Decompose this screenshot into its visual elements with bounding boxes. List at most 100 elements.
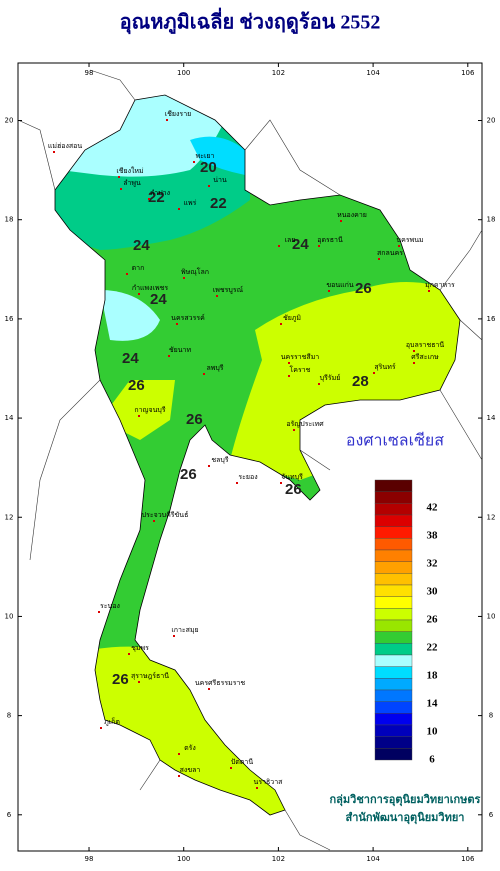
place-label: กาญจนบุรี <box>134 406 165 414</box>
place-marker <box>208 688 210 690</box>
legend-swatch <box>374 596 413 609</box>
legend-swatch <box>374 584 413 597</box>
place-marker <box>288 362 290 364</box>
place-label: น่าน <box>213 176 227 184</box>
legend-label: 22 <box>427 642 439 654</box>
country-outline <box>54 94 461 816</box>
place-marker <box>100 727 102 729</box>
contour-label: 26 <box>355 280 372 297</box>
legend-swatch <box>374 713 413 726</box>
legend-swatch <box>374 678 413 691</box>
place-label: กำแพงเพชร <box>132 284 168 292</box>
legend-swatch <box>374 514 413 527</box>
place-label: เกาะสมุย <box>171 626 198 634</box>
place-label: อุดรธานี <box>317 236 343 244</box>
place-label: พิษณุโลก <box>181 267 209 276</box>
place-label: หนองคาย <box>337 211 367 219</box>
legend-label: 18 <box>427 670 439 682</box>
place-label: ลำพูน <box>123 179 141 187</box>
lat-tick-label: 8 <box>7 712 11 720</box>
place-label: นครราชสีมา <box>281 353 320 361</box>
place-label: อรัญประเทศ <box>286 420 324 428</box>
legend-swatch <box>374 689 413 702</box>
lon-tick-label: 100 <box>177 69 190 77</box>
place-marker <box>373 372 375 374</box>
place-marker <box>280 323 282 325</box>
place-marker <box>193 161 195 163</box>
legend-swatch <box>374 643 413 656</box>
place-label: นครสวรรค์ <box>171 314 205 322</box>
legend-swatch <box>374 701 413 714</box>
lon-tick-label: 100 <box>177 855 190 863</box>
lat-tick-label: 14 <box>487 414 496 422</box>
place-label: สงขลา <box>180 766 201 774</box>
place-label: ตรัง <box>184 744 196 752</box>
legend-swatch <box>374 526 413 539</box>
place-marker <box>208 185 210 187</box>
legend-swatch <box>374 748 413 761</box>
contour-label: 24 <box>292 236 309 253</box>
legend-swatch <box>374 654 413 667</box>
place-marker <box>128 653 130 655</box>
legend-label: 14 <box>427 698 439 710</box>
lat-tick-label: 12 <box>5 513 14 521</box>
place-label: เลย <box>285 236 296 244</box>
lat-tick-label: 16 <box>487 315 496 323</box>
place-label: ชลบุรี <box>211 456 228 464</box>
lon-tick-label: 102 <box>272 69 285 77</box>
place-label: นครศรีธรรมราช <box>195 679 246 687</box>
legend-swatch <box>374 549 413 562</box>
place-label: ภูเก็ต <box>104 717 120 726</box>
place-marker <box>126 273 128 275</box>
lon-tick-label: 104 <box>366 69 380 77</box>
place-marker <box>280 482 282 484</box>
credit: สำนักพัฒนาอุตุนิยมวิทยา <box>346 811 465 825</box>
contour-label: 26 <box>112 671 129 688</box>
place-marker <box>203 373 205 375</box>
lat-tick-label: 14 <box>5 414 14 422</box>
place-label: ปัตตานี <box>231 758 253 766</box>
place-label: ระยอง <box>238 473 257 481</box>
legend-label: 10 <box>427 726 439 738</box>
credit: กลุ่มวิชาการอุตุนิยมวิทยาเกษตร <box>330 793 481 807</box>
place-label: สุราษฎร์ธานี <box>131 672 169 680</box>
legend-swatch <box>374 503 413 516</box>
contour-label: 20 <box>200 159 217 176</box>
place-label: สุรินทร์ <box>374 363 395 371</box>
lat-tick-label: 12 <box>487 513 496 521</box>
legend-swatch <box>374 631 413 644</box>
contour-label: 26 <box>186 411 203 428</box>
place-marker <box>138 415 140 417</box>
place-marker <box>398 245 400 247</box>
legend: 42 38 32 30 26 22 18 14 10 6 <box>374 479 439 766</box>
lon-tick-label: 102 <box>272 855 285 863</box>
contour-label: 28 <box>352 373 369 390</box>
lat-tick-label: 16 <box>5 315 14 323</box>
lat-tick-label: 18 <box>5 216 14 224</box>
place-marker <box>173 635 175 637</box>
place-marker <box>178 775 180 777</box>
place-label: ชัยนาท <box>169 346 192 354</box>
place-label: ศรีสะเกษ <box>411 353 439 361</box>
place-marker <box>183 277 185 279</box>
lon-tick-label: 106 <box>461 69 475 77</box>
neighbour-borders <box>17 69 483 851</box>
lat-tick-label: 10 <box>5 612 14 620</box>
place-label: สกลนคร <box>377 249 403 257</box>
place-label: ตาก <box>132 264 145 272</box>
legend-title: องศาเซลเซียส <box>346 432 444 450</box>
legend-swatch <box>374 479 413 492</box>
legend-swatch <box>374 666 413 679</box>
place-label: บุรีรัมย์ <box>320 374 341 382</box>
contour-label: 26 <box>180 466 197 483</box>
place-label: นครพนม <box>396 236 423 244</box>
place-label: ชัยภูมิ <box>283 314 301 322</box>
place-marker <box>120 188 122 190</box>
place-label: พะเยา <box>196 152 215 160</box>
place-marker <box>98 611 100 613</box>
place-marker <box>288 375 290 377</box>
lat-tick-label: 6 <box>489 811 494 819</box>
